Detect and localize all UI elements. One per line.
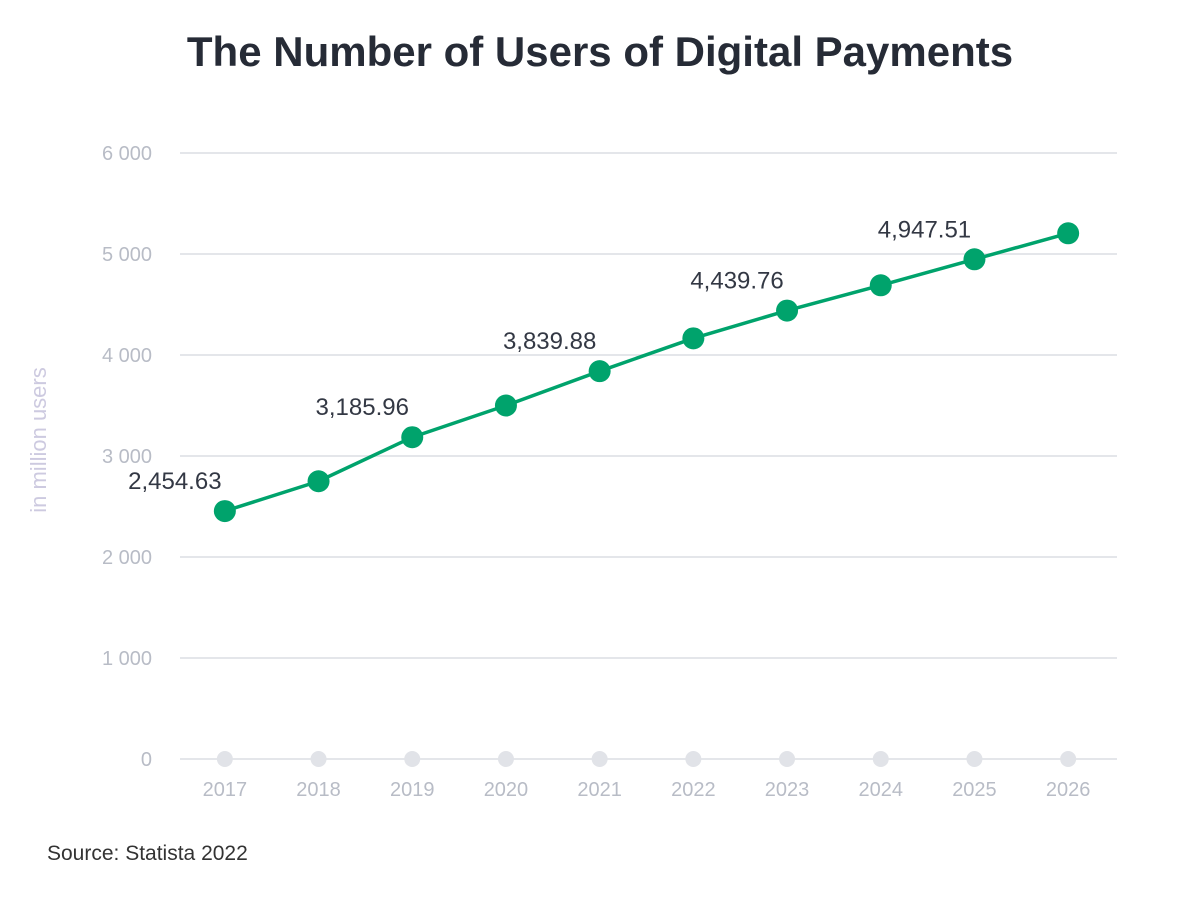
- x-baseline-dot: [779, 751, 796, 767]
- x-tick-label: 2022: [671, 779, 716, 801]
- data-point: [307, 470, 330, 493]
- data-label: 3,185.96: [316, 394, 409, 421]
- y-tick-label: 5 000: [102, 244, 152, 266]
- x-tick-label: 2019: [390, 779, 435, 801]
- y-tick-label: 6 000: [102, 143, 152, 165]
- data-point: [588, 360, 611, 383]
- data-label: 3,839.88: [503, 328, 596, 355]
- data-label: 4,439.76: [690, 268, 783, 295]
- y-tick-label: 3 000: [102, 446, 152, 468]
- data-label: 4,947.51: [878, 216, 971, 243]
- x-tick-label: 2021: [577, 779, 622, 801]
- data-point: [776, 299, 799, 322]
- y-tick-label: 4 000: [102, 345, 152, 367]
- data-point: [869, 274, 892, 297]
- x-baseline-dot: [497, 751, 514, 767]
- x-tick-label: 2026: [1046, 779, 1091, 801]
- y-axis-label: in million users: [26, 367, 51, 513]
- data-point: [401, 426, 424, 449]
- data-label: 2,454.63: [128, 468, 221, 495]
- x-baseline-dot: [966, 751, 983, 767]
- data-point: [213, 500, 236, 523]
- data-point: [963, 248, 986, 271]
- y-tick-label: 0: [141, 749, 152, 771]
- data-point: [682, 327, 705, 350]
- x-tick-label: 2017: [203, 779, 248, 801]
- x-baseline-dot: [872, 751, 889, 767]
- x-baseline-dot: [685, 751, 702, 767]
- x-baseline-dot: [404, 751, 421, 767]
- x-tick-label: 2020: [484, 779, 529, 801]
- y-tick-label: 2 000: [102, 547, 152, 569]
- data-point: [494, 394, 517, 417]
- x-baseline-dot: [216, 751, 233, 767]
- x-baseline-dot: [310, 751, 327, 767]
- x-baseline-dot: [591, 751, 608, 767]
- source-note: Source: Statista 2022: [47, 842, 248, 865]
- data-point: [1057, 222, 1080, 245]
- x-tick-label: 2024: [859, 779, 904, 801]
- x-tick-label: 2025: [952, 779, 997, 801]
- x-tick-label: 2023: [765, 779, 810, 801]
- x-tick-label: 2018: [296, 779, 341, 801]
- chart-title: The Number of Users of Digital Payments: [186, 28, 1014, 75]
- y-tick-label: 1 000: [102, 648, 152, 670]
- x-baseline-dot: [1060, 751, 1077, 767]
- series-line: [224, 231, 1069, 513]
